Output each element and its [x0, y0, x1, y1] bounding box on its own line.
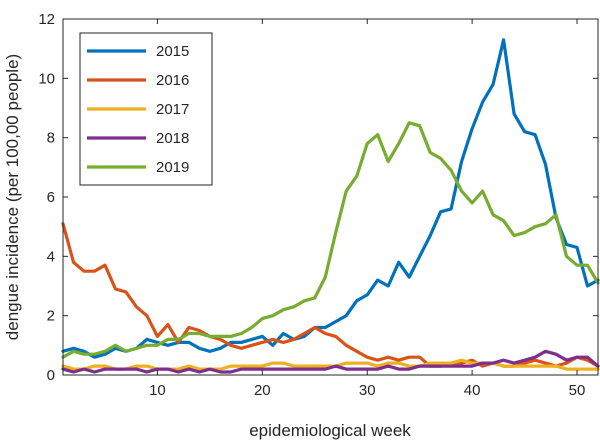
legend-label-2016: 2016: [156, 72, 189, 89]
legend-label-2015: 2015: [156, 43, 189, 60]
y-tick-label: 8: [47, 130, 55, 147]
series-line-2018: [61, 349, 600, 374]
series-line-2015: [61, 38, 600, 359]
y-axis-label: dengue incidence (per 100,00 people): [3, 54, 22, 340]
y-axis: 0 2 4 6 8 10 12: [38, 11, 598, 384]
x-tick-label: 50: [569, 382, 586, 399]
legend-label-2019: 2019: [156, 159, 189, 176]
x-axis-label: epidemiological week: [249, 421, 411, 440]
y-tick-label: 0: [47, 367, 55, 384]
x-tick-label: 30: [359, 382, 376, 399]
x-tick-label: 40: [464, 382, 481, 399]
y-tick-label: 10: [38, 70, 55, 87]
x-tick-label: 10: [149, 382, 166, 399]
legend-label-2017: 2017: [156, 101, 189, 118]
y-tick-label: 4: [47, 248, 55, 265]
legend: 2015 2016 2017 2018 2019: [79, 32, 213, 186]
y-tick-label: 6: [47, 189, 55, 206]
legend-label-2018: 2018: [156, 130, 189, 147]
series-layer: [61, 38, 600, 374]
y-tick-label: 12: [38, 11, 55, 28]
legend-items: 2015 2016 2017 2018 2019: [87, 43, 189, 176]
x-axis: 10 20 30 40 50: [149, 19, 585, 399]
y-tick-label: 2: [47, 308, 55, 325]
x-tick-label: 20: [254, 382, 271, 399]
series-line-2019: [61, 121, 600, 359]
